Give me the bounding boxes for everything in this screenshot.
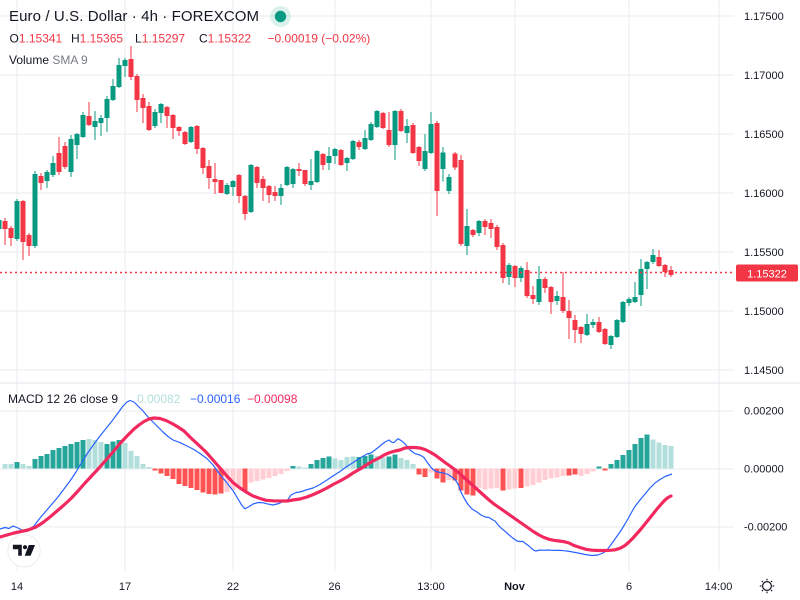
- svg-text:0.00200: 0.00200: [744, 406, 784, 418]
- svg-text:1.17000: 1.17000: [744, 70, 784, 82]
- svg-text:1.16000: 1.16000: [744, 188, 784, 200]
- svg-text:Volume SMA 9: Volume SMA 9: [9, 53, 88, 67]
- svg-text:26: 26: [328, 581, 340, 593]
- svg-text:-0.00200: -0.00200: [744, 521, 787, 533]
- svg-text:1.15000: 1.15000: [744, 306, 784, 318]
- svg-text:1.15322: 1.15322: [747, 269, 787, 281]
- svg-text:14:00: 14:00: [705, 581, 733, 593]
- svg-text:13:00: 13:00: [417, 581, 445, 593]
- svg-text:6: 6: [626, 581, 632, 593]
- svg-text:Nov: Nov: [504, 581, 526, 593]
- svg-text:1.16500: 1.16500: [744, 129, 784, 141]
- svg-text:22: 22: [227, 581, 239, 593]
- svg-text:0.00000: 0.00000: [744, 464, 784, 476]
- svg-text:17: 17: [119, 581, 131, 593]
- svg-text:MACD 12 26 close 90.00082−0.00: MACD 12 26 close 9 0.00082 −0.00016 −0.0009…: [8, 392, 298, 406]
- svg-text:14: 14: [11, 581, 23, 593]
- svg-text:Euro / U.S. Dollar · 4h · FORE: Euro / U.S. Dollar · 4h · FOREXCOM: [9, 8, 259, 25]
- svg-text:1.14500: 1.14500: [744, 365, 784, 377]
- svg-text:1.15500: 1.15500: [744, 247, 784, 259]
- svg-text:1.17500: 1.17500: [744, 11, 784, 23]
